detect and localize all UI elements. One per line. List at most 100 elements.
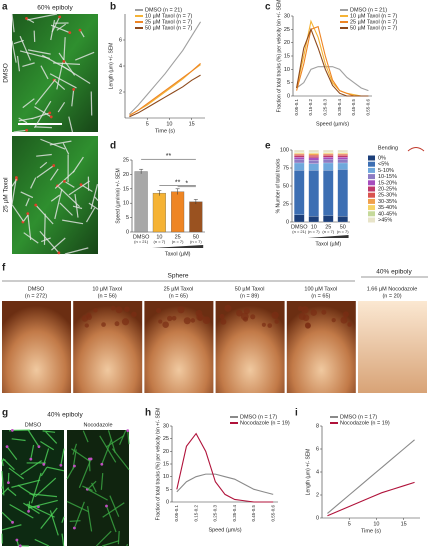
x-tick-label: 10: [156, 234, 162, 240]
legend-swatch: [368, 192, 375, 198]
y-tick-label: 15: [123, 186, 129, 192]
legend-label: <5%: [378, 162, 389, 168]
microtubule: [72, 156, 84, 173]
cell: [261, 322, 266, 327]
legend-label: 30-35%: [378, 199, 397, 205]
column-label: Nocodazole: [83, 422, 112, 428]
x-sublabel: (n = 7): [154, 239, 166, 244]
eb3-comet: [5, 445, 9, 449]
eb3-comet: [10, 428, 14, 432]
microtubule: [34, 538, 50, 547]
column-label: DMSO: [25, 422, 42, 428]
group-label: Taxol (µM): [165, 251, 191, 257]
x-tick-label: 15: [401, 521, 407, 527]
bar-segment: [323, 215, 334, 223]
microtubule: [66, 500, 89, 513]
eb3-comet: [27, 509, 30, 513]
microtubule: [27, 213, 32, 240]
panel-letter: i: [295, 408, 298, 419]
series-line: [296, 66, 369, 92]
bar-segment: [294, 153, 305, 155]
microtubule: [82, 430, 89, 443]
cell: [115, 306, 123, 314]
bar-segment: [308, 153, 319, 156]
cell: [340, 316, 348, 324]
legend-swatch: [368, 211, 375, 217]
microtubule: [74, 193, 79, 218]
cell: [220, 318, 227, 325]
microtubule: [117, 530, 120, 545]
eb3-comet: [42, 462, 46, 466]
row-label: DMSO: [3, 63, 10, 83]
x-tick-label: 0.35-0.4: [337, 99, 342, 116]
microtubule: [102, 502, 125, 518]
cell: [331, 318, 336, 323]
legend-label: 10-15%: [378, 174, 397, 180]
legend-swatch: [368, 205, 375, 211]
microtubule: [127, 430, 130, 445]
bar-segment: [294, 157, 305, 160]
panel-letter: g: [2, 408, 8, 419]
x-tick-label: 0.35-0.4: [232, 505, 237, 522]
bar-segment: [337, 159, 348, 164]
microtubule: [59, 202, 73, 216]
x-tick-label: 0.15-0.2: [193, 505, 198, 522]
microtubule: [11, 13, 15, 33]
microtubule: [1, 470, 5, 496]
legend-swatch: [368, 155, 375, 161]
eb3-comet: [18, 544, 22, 548]
cell: [190, 318, 196, 323]
group-title: Sphere: [168, 273, 189, 280]
series-line: [129, 62, 201, 116]
eb3-comet: [52, 164, 56, 167]
microtubule: [57, 101, 66, 113]
bar-segment: [308, 152, 319, 153]
legend-label: 50 µM Taxol (n = 7): [145, 25, 192, 31]
x-sublabel: (n = 7): [322, 229, 334, 234]
bar: [171, 191, 185, 233]
legend-label: 40-45%: [378, 211, 397, 217]
image-label: 1.66 µM Nocodazole: [367, 286, 418, 292]
microtubule: [49, 510, 59, 536]
microtubule: [36, 165, 55, 179]
bar-segment: [308, 163, 319, 171]
y-tick-label: 6: [119, 37, 122, 43]
microtubule: [18, 117, 33, 122]
microtubule: [8, 467, 25, 480]
microtubule: [53, 62, 81, 65]
eb3-comet: [73, 526, 76, 530]
image-label: 25 µM Taxol: [164, 286, 194, 292]
microtubule: [72, 205, 83, 210]
legend-label: DMSO (n = 21): [145, 7, 182, 13]
embryo-image: [358, 301, 427, 393]
microtubule: [25, 198, 30, 207]
microtubule: [30, 472, 42, 504]
microtubule: [118, 429, 127, 445]
x-tick-label: 0.25-0.3: [213, 505, 218, 522]
bar-segment: [308, 159, 319, 164]
x-axis-label: Time (s): [361, 528, 381, 534]
microtubule: [30, 177, 37, 189]
x-tick-label: 5: [146, 121, 149, 127]
microtubule: [11, 204, 25, 222]
bar-segment: [323, 162, 334, 171]
eb3-comet: [126, 429, 130, 432]
x-sublabel: (n = 7): [337, 229, 349, 234]
x-tick-label: 0.45-0.5: [351, 99, 356, 116]
eb3-comet: [73, 464, 76, 468]
legend-label: 0%: [378, 155, 386, 161]
group-title: 40% epiboly: [376, 269, 412, 276]
microtubule: [7, 488, 17, 497]
microtubule: [6, 446, 18, 460]
bar-segment: [337, 157, 348, 160]
eb3-comet: [57, 251, 61, 255]
cell: [114, 321, 120, 327]
microtubule: [40, 466, 48, 477]
eb3-comet: [78, 28, 82, 32]
y-tick-label: 25: [123, 157, 129, 163]
legend-swatch: [368, 217, 375, 223]
image-label: 50 µM Taxol: [235, 286, 265, 292]
x-sublabel: (n = 7): [172, 239, 184, 244]
legend-swatch: [368, 180, 375, 186]
y-tick-label: 5: [287, 80, 290, 86]
